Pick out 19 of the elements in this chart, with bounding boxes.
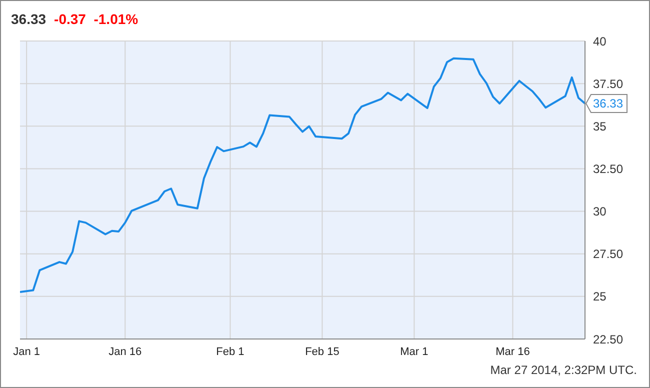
y-tick-label: 32.50 (593, 162, 624, 176)
y-tick-label: 30 (593, 204, 607, 219)
x-tick-label: Jan 1 (13, 346, 40, 358)
x-tick-label: Feb 15 (305, 346, 340, 358)
y-tick-label: 40 (593, 34, 607, 48)
x-tick-label: Feb 1 (216, 346, 244, 358)
text: Mar 27 2014, 2:32PM UTC. (490, 363, 637, 377)
chart-title: 36.33 (11, 11, 46, 27)
y-tick-label: 22.50 (593, 332, 624, 346)
x-tick-label: Mar 16 (496, 346, 530, 358)
y-tick-label: 25 (593, 290, 607, 304)
chart-subtitle: -0.37 -1.01% (54, 11, 138, 27)
y-tick-label: 35 (593, 119, 607, 134)
line-series (20, 57, 585, 293)
y-tick-label: 37.50 (593, 76, 624, 91)
data-label: 36.33 (593, 96, 624, 110)
x-tick-label: Jan 16 (108, 346, 142, 358)
y-tick-label: 27.50 (593, 247, 624, 262)
x-tick-label: Mar 1 (400, 346, 428, 358)
